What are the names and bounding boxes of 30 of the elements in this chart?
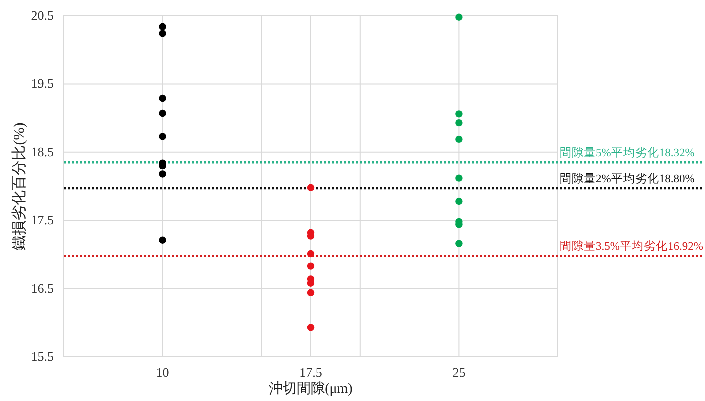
y-tick-label: 16.5 (31, 280, 54, 296)
point (456, 240, 463, 248)
x-axis-title: 沖切間隙(μm) (269, 381, 354, 397)
y-tick-label: 15.5 (31, 349, 54, 364)
y-tick-label: 20.5 (31, 8, 54, 23)
point (456, 119, 463, 127)
point (159, 170, 166, 178)
y-tick-label: 19.5 (31, 76, 54, 92)
point (307, 289, 315, 296)
point (159, 23, 166, 31)
x-tick-label: 10 (156, 365, 170, 380)
point (456, 198, 463, 206)
point (307, 250, 315, 258)
y-axis-title: 鐵損劣化百分比(%) (11, 122, 28, 250)
point (159, 236, 166, 244)
point (159, 94, 166, 102)
x-tick-label: 25 (452, 365, 466, 380)
y-tick-label: 17.5 (31, 212, 54, 228)
point (159, 30, 166, 38)
point (307, 262, 315, 270)
point (307, 184, 315, 192)
y-tick-label: 18.5 (31, 144, 54, 160)
point (159, 110, 166, 118)
point (456, 136, 463, 144)
point (307, 324, 315, 332)
point (456, 110, 463, 118)
point (159, 133, 166, 140)
point (456, 14, 463, 21)
point (456, 174, 463, 182)
x-tick-label: 17.5 (300, 365, 322, 380)
